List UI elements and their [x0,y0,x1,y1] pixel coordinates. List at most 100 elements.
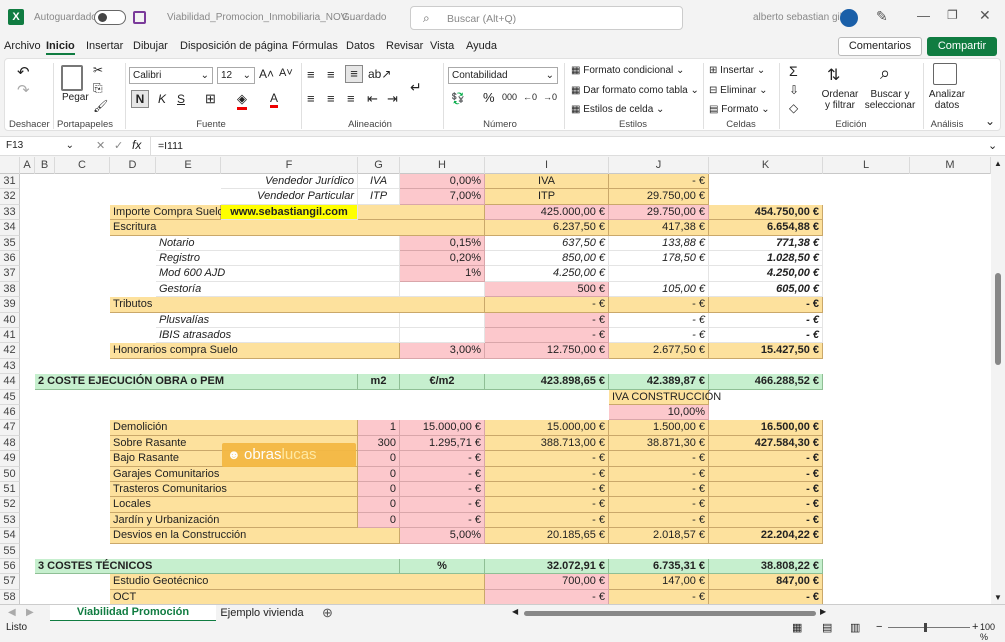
cell-df47[interactable]: Demolición [110,420,358,436]
align-right-icon[interactable]: ≡ [347,91,355,106]
cell-j31[interactable]: - € [609,174,709,190]
cell-k36[interactable]: 1.028,50 € [709,251,823,267]
cell-h51[interactable]: - € [400,482,485,498]
collapse-ribbon-icon[interactable]: ⌄ [985,114,996,128]
borders-icon[interactable]: ⊞ [205,91,216,106]
redo-icon[interactable]: ↷ [17,82,30,99]
cell-h49[interactable]: - € [400,451,485,467]
minimize-icon[interactable]: — [917,8,930,23]
indent-decrease-icon[interactable]: ⇤ [367,91,378,106]
cell-h44[interactable]: €/m2 [400,374,485,390]
align-left-icon[interactable]: ≡ [307,91,315,106]
cell-k47[interactable]: 16.500,00 € [709,420,823,436]
row-header[interactable]: 50 [0,466,20,482]
row-header[interactable]: 31 [0,174,20,190]
fill-icon[interactable]: ⇩ [789,83,800,97]
cell-bg56[interactable]: 3 COSTES TÉCNICOS [35,559,400,575]
cell-k44[interactable]: 466.288,52 € [709,374,823,390]
prev-sheet-icon[interactable]: ◀ [8,607,16,618]
menu-inicio[interactable]: Inicio [46,40,75,55]
row-header[interactable]: 32 [0,189,20,205]
cell-h56[interactable]: % [400,559,485,575]
cell-g48[interactable]: 300 [358,435,400,452]
cell-k58[interactable]: - € [709,589,823,604]
cell-h53[interactable]: - € [400,512,485,529]
sort-filter-icon[interactable]: ⇅ [827,67,841,84]
row-header[interactable]: 44 [0,374,20,390]
user-name[interactable]: alberto sebastian gil [753,12,842,23]
cut-icon[interactable]: ✂ [93,63,104,77]
underline-button[interactable]: S [177,92,186,106]
row-header[interactable]: 49 [0,451,20,467]
cell-j37[interactable] [609,266,709,282]
percent-icon[interactable]: % [483,90,495,105]
sort-filter-button[interactable]: Ordenar y filtrar [821,89,859,111]
row-header[interactable]: 40 [0,312,20,328]
page-layout-icon[interactable]: ▤ [822,622,833,634]
indent-increase-icon[interactable]: ⇥ [387,91,398,106]
expand-formula-icon[interactable]: ⌄ [988,140,998,152]
cell-h50[interactable]: - € [400,466,485,482]
zoom-in-icon[interactable]: + [972,621,979,633]
cell-j36[interactable]: 178,50 € [609,251,709,267]
increase-decimal-icon[interactable]: ←0 [523,92,538,102]
vertical-scroll-thumb[interactable] [995,273,1001,365]
cell-k33[interactable]: 454.750,00 € [709,204,823,221]
cell-k56[interactable]: 38.808,22 € [709,559,823,575]
cell-k40[interactable]: - € [709,312,823,328]
cell-h47[interactable]: 15.000,00 € [400,420,485,436]
cell-k48[interactable]: 427.584,30 € [709,435,823,452]
cell-j38[interactable]: 105,00 € [609,281,709,298]
align-top-icon[interactable]: ≡ [307,67,315,82]
menu-dibujar[interactable]: Dibujar [133,40,168,52]
row-header[interactable]: 42 [0,343,20,359]
row-header[interactable]: 34 [0,220,20,236]
cell-k49[interactable]: - € [709,451,823,467]
row-header[interactable]: 52 [0,497,20,513]
cell-i37[interactable]: 4.250,00 € [485,266,609,282]
decrease-decimal-icon[interactable]: →0 [543,92,558,102]
horizontal-scroll-thumb[interactable] [524,611,816,616]
menu-revisar[interactable]: Revisar [386,40,424,52]
font-color-icon[interactable]: A [270,91,279,108]
cell-h37[interactable]: 1% [400,266,485,282]
format-cells-button[interactable]: ▤ Formato ⌄ [709,104,770,115]
cell-dh58[interactable]: OCT [110,589,485,604]
cell-i40[interactable]: - € [485,312,609,328]
search-box[interactable]: ⌕ Buscar (Alt+Q) [410,6,683,30]
menu-archivo[interactable]: Archivo [4,40,41,52]
row-header[interactable]: 55 [0,543,20,559]
clear-icon[interactable]: ◇ [789,101,799,115]
cell-j54[interactable]: 2.018,57 € [609,528,709,544]
cell-i31[interactable]: IVA [485,174,609,190]
cell-i51[interactable]: - € [485,482,609,498]
cell-dh57[interactable]: Estudio Geotécnico [110,574,485,590]
cell-f33[interactable]: www.sebastiangil.com [221,204,358,221]
cell-i49[interactable]: - € [485,451,609,467]
cell-k53[interactable]: - € [709,512,823,529]
cell-eg40[interactable]: Plusvalías [156,312,400,328]
next-sheet-icon[interactable]: ▶ [26,607,34,618]
number-format-select[interactable]: Contabilidad ⌄ [448,67,558,84]
cell-h52[interactable]: - € [400,497,485,513]
cell-j42[interactable]: 2.677,50 € [609,343,709,359]
cell-g47[interactable]: 1 [358,420,400,436]
find-icon[interactable]: ⌕ [880,63,891,83]
cell-i56[interactable]: 32.072,91 € [485,559,609,575]
cell-i41[interactable]: - € [485,328,609,344]
analyze-data-button[interactable]: Analizar datos [928,89,966,111]
copy-icon[interactable]: ⎘ [93,81,103,95]
cell-h36[interactable]: 0,20% [400,251,485,267]
row-header[interactable]: 33 [0,204,20,221]
cell-eg38[interactable]: Gestoría [156,281,400,298]
cell-df52[interactable]: Locales [110,497,358,513]
row-header[interactable]: 51 [0,482,20,498]
insert-cells-button[interactable]: ⊞ Insertar ⌄ [709,65,766,76]
align-center-icon[interactable]: ≡ [327,91,335,106]
menu-datos[interactable]: Datos [346,40,375,52]
comments-button[interactable]: Comentarios [838,37,922,56]
cell-k35[interactable]: 771,38 € [709,235,823,251]
column-header-h[interactable]: H [400,157,485,174]
cell-dh39[interactable]: Tributos [110,297,485,313]
row-header[interactable]: 56 [0,559,20,575]
